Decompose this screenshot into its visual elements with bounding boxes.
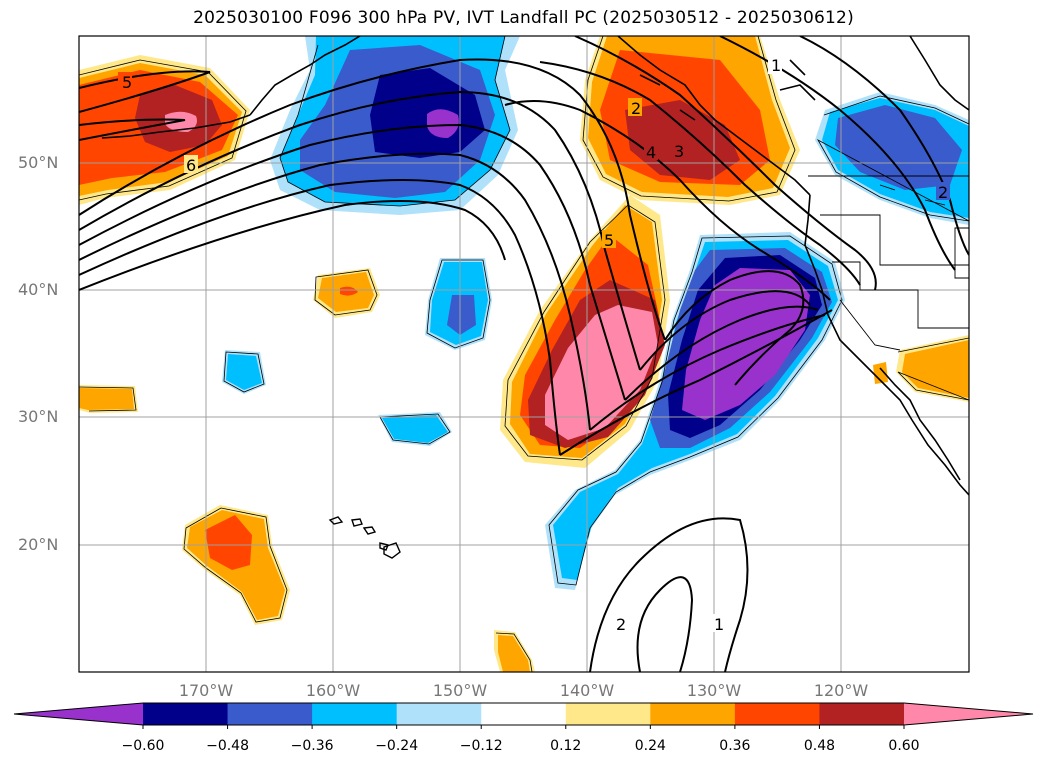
contour-label: 3 xyxy=(674,142,684,161)
coastlines xyxy=(101,36,969,496)
hawaiian-islands xyxy=(328,516,401,559)
colorbar-segment xyxy=(312,703,398,725)
colorbar-tick-label: 0.24 xyxy=(634,738,666,754)
lon-label-150w: 150°W xyxy=(432,681,488,700)
lat-label-40n: 40°N xyxy=(18,280,59,299)
lon-label-170w: 170°W xyxy=(178,681,234,700)
lon-label-130w: 130°W xyxy=(686,681,742,700)
colorbar-extend-high xyxy=(904,703,1033,725)
colorbar-segment xyxy=(734,703,820,725)
lon-label-120w: 120°W xyxy=(813,681,869,700)
colorbar-segment xyxy=(227,703,313,725)
colorbar-tick-label: 0.36 xyxy=(719,738,751,754)
pv-contours xyxy=(79,36,969,672)
colorbar-segment xyxy=(650,703,736,725)
colorbar-tick-label: 0.12 xyxy=(550,738,582,754)
colorbar-segment xyxy=(481,703,567,725)
political-borders xyxy=(808,175,969,351)
small-anomalies xyxy=(79,258,969,672)
colorbar-segment xyxy=(819,703,905,725)
colorbar-tick-label: −0.36 xyxy=(290,738,334,754)
map-area: 5 6 1 2 3 4 5 2 1 2 xyxy=(79,36,969,672)
contour-label: 1 xyxy=(771,56,781,75)
lat-label-30n: 30°N xyxy=(18,407,59,426)
lat-label-20n: 20°N xyxy=(18,535,59,554)
lon-label-160w: 160°W xyxy=(305,681,361,700)
lat-label-50n: 50°N xyxy=(18,153,59,172)
contour-label: 1 xyxy=(714,615,724,634)
colorbar-tick-label: −0.48 xyxy=(206,738,249,754)
colorbar-tick-label: −0.12 xyxy=(459,738,503,754)
contour-label: 2 xyxy=(616,615,626,634)
contour-label: 2 xyxy=(631,99,641,118)
colorbar-tick-label: −0.60 xyxy=(121,738,165,754)
contour-labels: 5 6 1 2 3 4 5 2 1 2 xyxy=(118,56,950,634)
colorbar xyxy=(13,702,1034,729)
colorbar-tick-label: 0.48 xyxy=(803,738,836,754)
map-frame xyxy=(78,35,970,673)
colorbar-tick-label: 0.60 xyxy=(888,738,920,754)
contour-label: 6 xyxy=(186,156,196,175)
contour-label: 5 xyxy=(122,73,132,92)
colorbar-segment xyxy=(565,703,651,725)
colorbar-extend-low xyxy=(14,703,143,725)
contour-label: 2 xyxy=(938,183,948,202)
colorbar-tick-label: −0.24 xyxy=(375,738,419,754)
negative-anomaly-canada xyxy=(815,92,969,225)
colorbar-segment xyxy=(143,703,229,725)
contour-label: 5 xyxy=(604,231,614,250)
colorbar-segment xyxy=(396,703,482,725)
contour-label: 4 xyxy=(646,143,656,162)
lon-label-140w: 140°W xyxy=(559,681,615,700)
map-title: 2025030100 F096 300 hPa PV, IVT Landfall… xyxy=(193,8,854,28)
